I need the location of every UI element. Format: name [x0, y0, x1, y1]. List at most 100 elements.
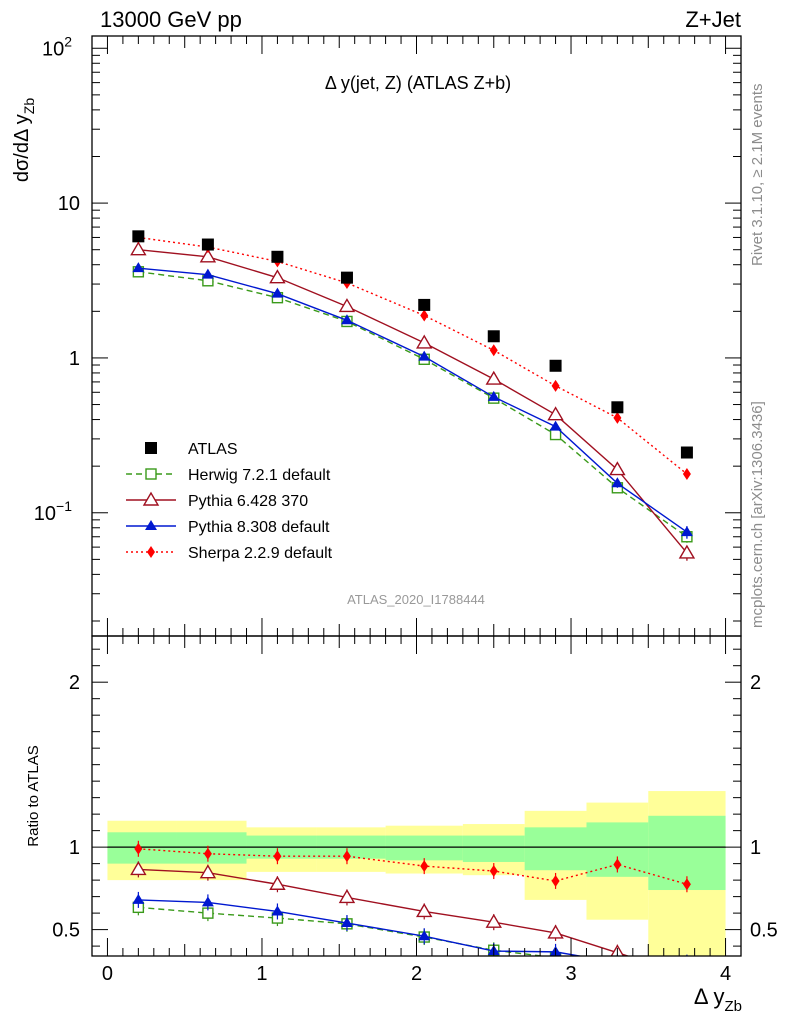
- ratio-point-pythia8-7: [611, 957, 623, 967]
- plot-title: Δ y(jet, Z) (ATLAS Z+b): [325, 73, 511, 93]
- main-point-pythia6-2: [269, 269, 286, 284]
- main-point-atlas-5: [487, 330, 500, 343]
- main-ylabel-sub: Zb: [21, 98, 37, 115]
- ratio-ytick-label-left-1: 1: [69, 837, 80, 859]
- ratio-xlabel-sub: Zb: [724, 998, 742, 1015]
- legend-item-atlas: ATLAS: [145, 441, 238, 458]
- ratio-point-pythia8-2: [271, 905, 284, 916]
- ratio-xtick-label-0: 0: [102, 963, 113, 985]
- main-point-pythia6-5: [485, 370, 502, 385]
- main-point-sherpa-7: [613, 411, 622, 424]
- main-ytick-label-1: 10: [58, 193, 80, 215]
- ratio-point-pythia6-1: [199, 864, 217, 879]
- band-inner-5: [462, 835, 525, 862]
- main-series-pythia6: [130, 241, 696, 561]
- legend-item-pythia6: Pythia 6.428 370: [126, 491, 308, 510]
- ratio-point-pythia8-8: [681, 957, 693, 967]
- ratio-point-pythia6-3: [338, 889, 356, 904]
- legend-item-pythia8: Pythia 8.308 default: [126, 519, 330, 536]
- main-ytick-base-3: 10: [34, 503, 56, 525]
- ratio-ytick-label-right-1: 1: [750, 837, 761, 859]
- legend-marker-atlas: [145, 442, 157, 454]
- ratio-point-sherpa-4: [420, 860, 429, 873]
- legend-item-sherpa: Sherpa 2.2.9 default: [126, 545, 333, 562]
- main-series-pythia8: [132, 262, 693, 539]
- main-point-pythia8-0: [132, 262, 145, 273]
- legend-marker-sherpa: [147, 546, 155, 558]
- legend-marker-pythia6: [142, 491, 160, 506]
- main-ytick-exp-3: −1: [56, 498, 72, 514]
- ratio-series-sherpa: [134, 840, 691, 893]
- ratio-point-pythia6-0: [130, 861, 147, 876]
- main-point-herwig-6: [549, 428, 562, 441]
- ratio-xlabel: Δ yZb: [694, 984, 742, 1015]
- ratio-point-pythia6-5: [485, 913, 502, 928]
- band-inner-1: [176, 832, 247, 864]
- ratio-xlabel-text: Δ y: [694, 984, 725, 1009]
- ratio-point-sherpa-7: [613, 858, 622, 871]
- legend-label-pythia8: Pythia 8.308 default: [188, 519, 330, 536]
- ratio-xtick-label-3: 3: [565, 963, 576, 985]
- legend-marker-herwig: [145, 468, 157, 480]
- legend-label-herwig: Herwig 7.2.1 default: [188, 467, 331, 484]
- main-point-pythia6-8: [678, 544, 696, 559]
- main-ytick-label-3: 10−1: [34, 498, 72, 525]
- ratio-xtick-label-4: 4: [720, 963, 731, 985]
- legend-marker-pythia8: [145, 520, 157, 530]
- ratio-point-pythia8-4: [418, 930, 431, 941]
- header-right: Z+Jet: [685, 7, 741, 32]
- legend-label-pythia6: Pythia 6.428 370: [188, 493, 308, 510]
- ratio-series: [130, 840, 694, 980]
- ratio-point-sherpa-1: [203, 847, 212, 860]
- main-point-pythia6-6: [547, 406, 564, 421]
- main-ylabel-text: dσ/dΔ y: [11, 114, 33, 182]
- main-point-atlas-0: [132, 230, 145, 243]
- main-line-sherpa: [138, 236, 688, 475]
- main-point-pythia6-0: [130, 241, 147, 256]
- main-ytick-base-1: 10: [58, 193, 80, 215]
- main-point-atlas-1: [201, 238, 214, 251]
- main-point-pythia8-6: [549, 420, 562, 431]
- watermark: ATLAS_2020_I1788444: [347, 592, 485, 607]
- uncertainty-bands: [107, 791, 726, 956]
- band-inner-6: [524, 827, 587, 871]
- ratio-point-herwig-7: [612, 958, 622, 968]
- legend-item-herwig: Herwig 7.2.1 default: [126, 467, 331, 484]
- main-point-atlas-6: [549, 359, 562, 372]
- main-point-pythia6-1: [199, 248, 217, 263]
- ratio-ytick-label-right-0: 0.5: [750, 920, 778, 942]
- ratio-point-pythia8-0: [132, 893, 145, 904]
- main-point-pythia8-1: [201, 268, 214, 279]
- main-point-sherpa-4: [420, 309, 429, 322]
- band-inner-0: [107, 832, 177, 864]
- ratio-point-herwig-8: [682, 959, 692, 969]
- ratio-panel: 0 1 2 3 4 0.5 0.5 1 1 2 2: [52, 635, 778, 985]
- ratio-series-pythia8: [132, 891, 693, 967]
- main-point-pythia8-3: [340, 314, 353, 325]
- side-label-rivet: Rivet 3.1.10, ≥ 2.1M events: [749, 84, 766, 267]
- legend-label-atlas: ATLAS: [188, 441, 238, 458]
- ratio-point-sherpa-8: [682, 878, 691, 891]
- svg-text:dσ/dΔ yZb: dσ/dΔ yZb: [11, 98, 37, 183]
- ratio-line-herwig: [138, 906, 548, 956]
- main-point-pythia6-4: [416, 334, 433, 349]
- ratio-point-sherpa-2: [273, 850, 282, 863]
- ratio-point-sherpa-0: [134, 842, 143, 855]
- main-point-pythia6-3: [338, 298, 356, 313]
- ratio-point-pythia6-6: [547, 924, 564, 939]
- main-point-pythia8-7: [611, 477, 624, 488]
- main-ytick-base-2: 1: [69, 348, 80, 370]
- main-point-pythia8-4: [418, 350, 431, 361]
- main-point-sherpa-8: [682, 467, 691, 480]
- main-point-pythia6-7: [609, 461, 626, 476]
- ratio-point-pythia6-8: [680, 968, 694, 980]
- legend-label-sherpa: Sherpa 2.2.9 default: [188, 545, 333, 562]
- main-point-sherpa-6: [551, 379, 560, 392]
- side-label-mcplots: mcplots.cern.ch [arXiv:1306.3436]: [749, 401, 766, 628]
- legend: ATLAS Herwig 7.2.1 default Pythia 6.428 37…: [126, 441, 333, 562]
- band-inner-4: [385, 835, 463, 861]
- main-ylabel: dσ/dΔ yZb: [11, 98, 37, 183]
- ratio-point-sherpa-5: [489, 865, 498, 878]
